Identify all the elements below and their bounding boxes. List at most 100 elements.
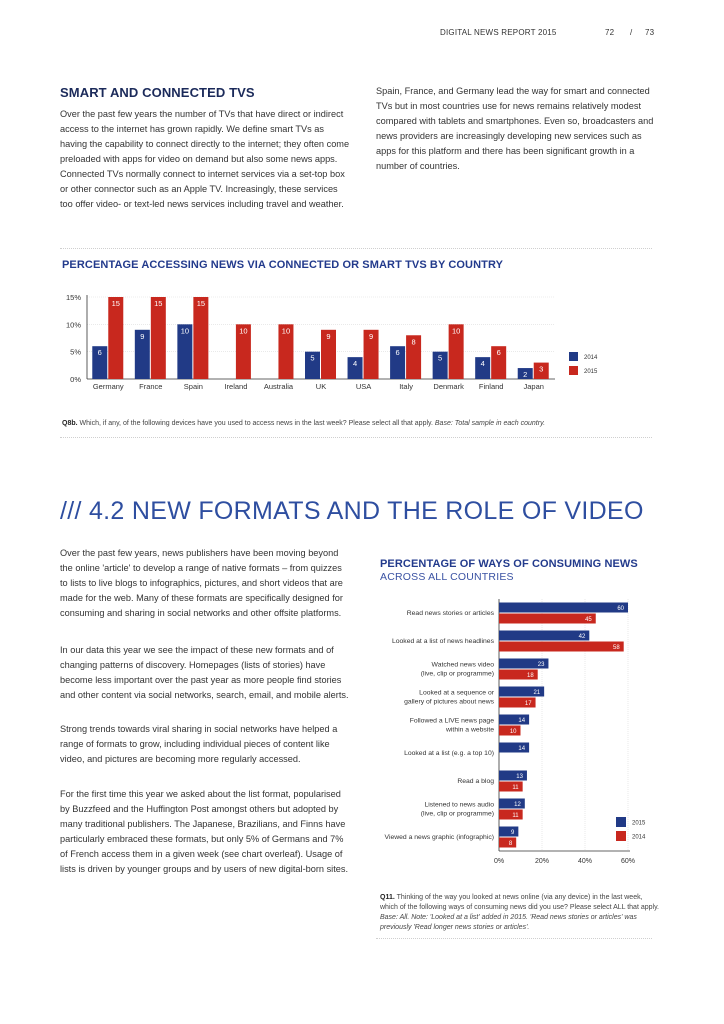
question-base: Base: All. Note: 'Looked at a list' adde… (380, 914, 637, 931)
bar-2015 (499, 630, 590, 641)
bar-value-label: 12 (514, 802, 521, 808)
bar-2014 (390, 346, 406, 379)
y-tick-label: 5% (70, 348, 81, 357)
bar-value-label: 60 (617, 606, 624, 612)
bar-value-label: 4 (481, 359, 485, 368)
bar-value-label: 23 (538, 662, 545, 668)
question-text: Thinking of the way you looked at news o… (380, 894, 659, 911)
formats-paragraph: In our data this year we see the impact … (60, 645, 349, 700)
bar-value-label: 6 (98, 348, 102, 357)
bar-2014 (305, 351, 320, 379)
bar-value-label: 15 (112, 299, 120, 308)
bar-2014 (499, 837, 517, 848)
bar-value-label: 8 (412, 337, 416, 346)
x-tick-label: Finland (479, 382, 504, 391)
legend-swatch (616, 817, 626, 827)
bar-2014 (134, 329, 150, 379)
bar-value-label: 2 (523, 370, 527, 379)
bar-2014 (499, 809, 523, 820)
category-label: gallery of pictures about news (404, 699, 495, 706)
x-tick-label: 40% (578, 858, 592, 865)
bar-2015 (363, 329, 379, 379)
bar-2014 (475, 357, 491, 379)
page-number-right: 73 (645, 28, 655, 37)
x-tick-label: France (139, 382, 162, 391)
category-label: Listened to news audio (424, 802, 494, 809)
x-tick-label: 0% (494, 858, 504, 865)
x-tick-label: Australia (264, 382, 294, 391)
bar-value-label: 10 (510, 729, 517, 735)
bar-2014 (499, 697, 536, 708)
bar-value-label: 18 (527, 673, 534, 679)
bar-value-label: 9 (140, 332, 144, 341)
bar-2014 (499, 781, 523, 792)
x-tick-label: UK (316, 382, 326, 391)
category-label: Looked at a sequence or (419, 690, 495, 697)
page-separator: / (630, 28, 633, 37)
x-tick-label: Italy (399, 382, 413, 391)
bar-value-label: 6 (497, 348, 501, 357)
bar-value-label: 10 (239, 326, 247, 335)
bar-2015 (321, 329, 336, 379)
bar-value-label: 14 (518, 746, 525, 752)
bar-2015 (235, 324, 251, 379)
x-tick-label: Ireland (224, 382, 247, 391)
legend-swatch (569, 366, 578, 375)
category-label: Watched news video (432, 662, 495, 669)
category-label: within a website (445, 727, 494, 734)
y-tick-label: 0% (70, 375, 81, 384)
y-tick-label: 15% (66, 293, 81, 302)
legend-label: 2015 (584, 369, 598, 375)
bar-2014 (177, 324, 193, 379)
question-code: Q8b. (62, 420, 78, 427)
smart-tv-paragraph-left: Over the past few years the number of TV… (60, 109, 350, 209)
bar-value-label: 15 (154, 299, 162, 308)
x-tick-label: Spain (184, 382, 203, 391)
bar-2015 (499, 602, 628, 613)
bar-value-label: 9 (369, 332, 373, 341)
x-tick-label: USA (356, 382, 371, 391)
consumption-bar-chart: 0% 20% 40% 60% Read news stories or articles… (385, 599, 646, 865)
chart1-title: PERCENTAGE ACCESSING NEWS VIA CONNECTED … (62, 259, 504, 271)
divider (60, 437, 652, 438)
bar-value-label: 14 (518, 718, 525, 724)
bar-value-label: 21 (533, 690, 540, 696)
legend-swatch (569, 352, 578, 361)
bar-2015 (193, 297, 209, 379)
smart-tv-paragraph-right: Spain, France, and Germany lead the way … (376, 86, 654, 171)
bar-value-label: 42 (579, 634, 586, 640)
bar-value-label: 45 (585, 617, 592, 623)
bar-2015 (499, 686, 545, 697)
bar-value-label: 10 (181, 326, 189, 335)
question-code: Q11. (380, 894, 395, 901)
report-title: DIGITAL NEWS REPORT 2015 (440, 28, 557, 37)
bar-2014 (92, 346, 108, 379)
x-tick-label: 20% (535, 858, 549, 865)
bar-value-label: 5 (310, 354, 314, 363)
bar-value-label: 17 (525, 701, 532, 707)
bar-2015 (499, 798, 525, 809)
bar-2015 (448, 324, 464, 379)
question-base: Base: Total sample in each country. (434, 420, 546, 427)
bar-2015 (499, 658, 549, 669)
bar-value-label: 8 (509, 841, 513, 847)
category-label: Looked at a list (e.g. a top 10) (404, 750, 494, 757)
section-heading-new-formats: /// 4.2 NEW FORMATS AND THE ROLE OF VIDE… (60, 497, 644, 525)
bar-value-label: 9 (326, 332, 330, 341)
bar-value-label: 4 (353, 359, 357, 368)
question-text: Which, if any, of the following devices … (77, 420, 435, 427)
bar-value-label: 15 (197, 299, 205, 308)
bar-2014 (499, 725, 521, 736)
bar-value-label: 6 (396, 348, 400, 357)
bar-2015 (499, 770, 527, 781)
category-label: Viewed a news graphic (infographic) (385, 834, 494, 841)
legend-label: 2014 (584, 355, 598, 361)
chart1-legend: 2014 2015 (569, 352, 598, 375)
bar-value-label: 10 (452, 326, 460, 335)
legend-label: 2015 (632, 821, 646, 827)
legend-label: 2014 (632, 835, 646, 841)
chart2-title: PERCENTAGE OF WAYS OF CONSUMING NEWS (380, 558, 638, 570)
x-tick-label: Denmark (433, 382, 464, 391)
bar-2015 (491, 346, 507, 379)
bar-2014 (432, 351, 448, 379)
